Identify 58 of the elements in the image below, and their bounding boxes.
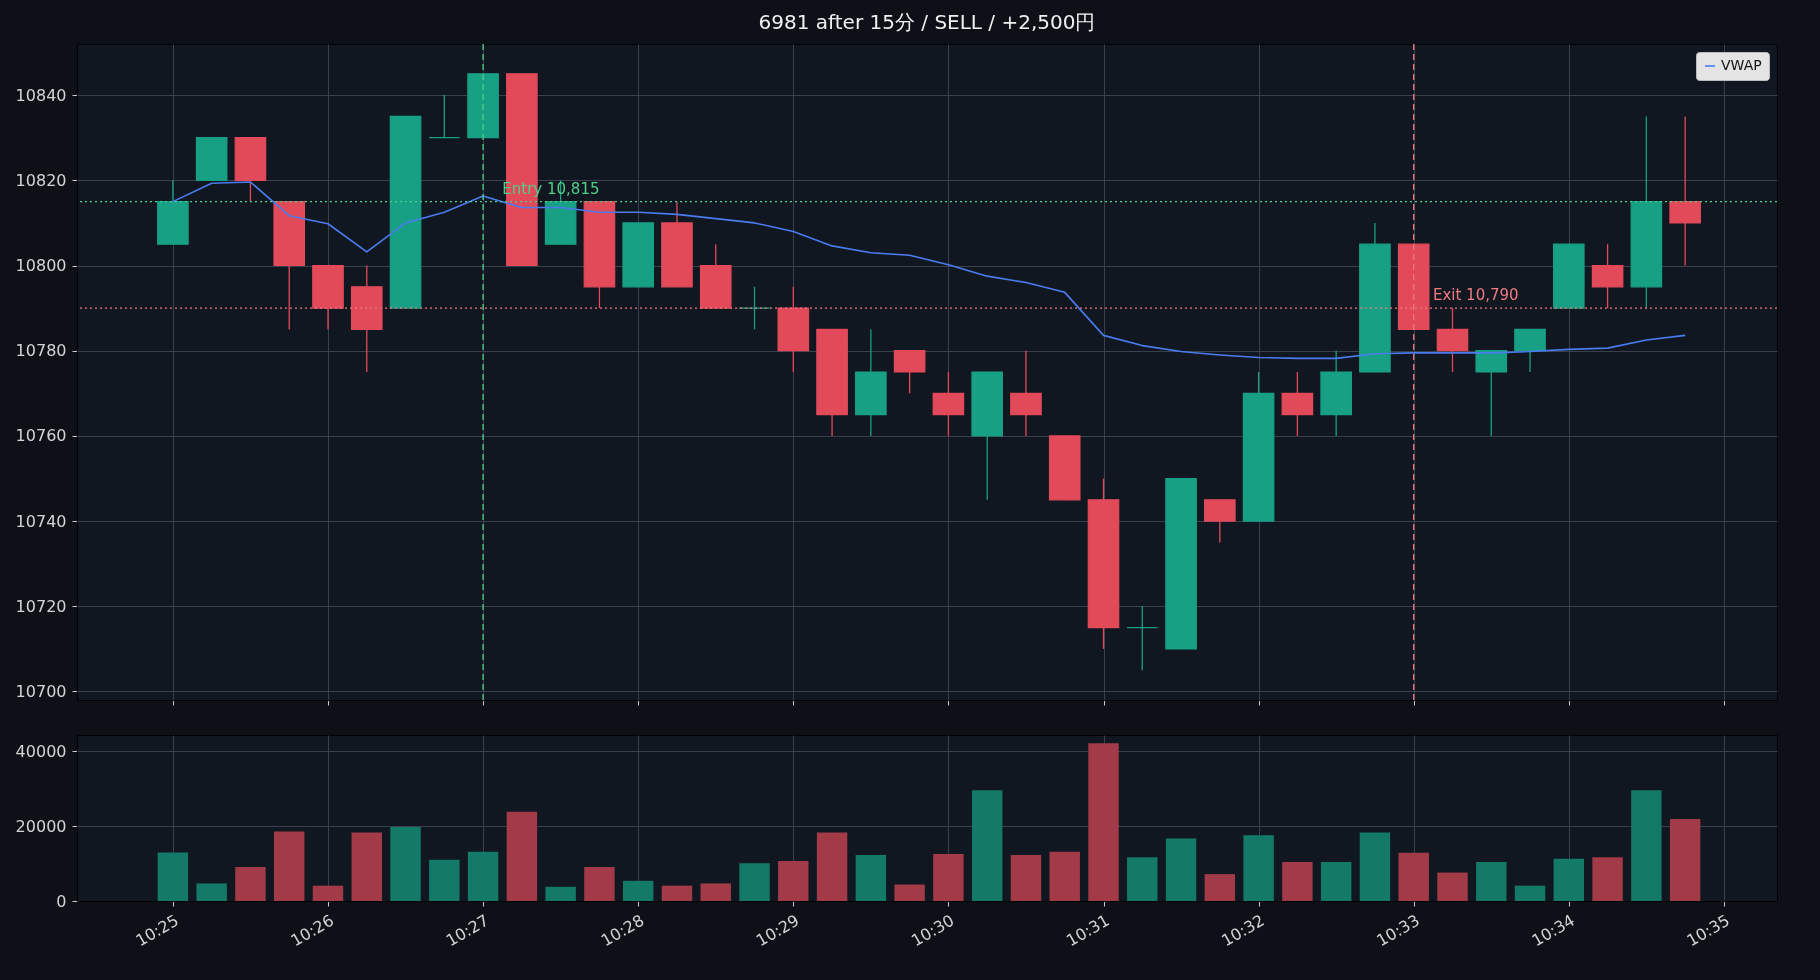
bar bbox=[700, 883, 731, 901]
bar bbox=[778, 861, 809, 901]
bar bbox=[1592, 857, 1623, 901]
y-tick-label: 10720 bbox=[15, 596, 67, 616]
bar bbox=[584, 866, 615, 901]
bar bbox=[816, 832, 848, 901]
bar bbox=[1631, 790, 1662, 901]
bar bbox=[1243, 835, 1274, 901]
bar bbox=[1669, 819, 1701, 901]
y-tick-label: 10780 bbox=[15, 341, 67, 361]
bar bbox=[1088, 743, 1119, 901]
chart-title: 6981 after 15分 / SELL / +2,500円 bbox=[758, 9, 1096, 34]
bar bbox=[1514, 885, 1546, 901]
bar bbox=[312, 885, 344, 901]
bar bbox=[855, 855, 887, 901]
bar bbox=[351, 832, 382, 901]
annotation: Exit 10,790 bbox=[1432, 286, 1519, 305]
candlestick bbox=[738, 286, 771, 331]
y-tick-label: 10700 bbox=[15, 681, 67, 701]
bar bbox=[235, 866, 266, 901]
bar bbox=[622, 880, 654, 901]
bar bbox=[1204, 874, 1236, 901]
y-tick-label: 40000 bbox=[15, 741, 67, 761]
bar bbox=[506, 811, 538, 901]
y-tick-label: 10840 bbox=[15, 85, 67, 105]
bar bbox=[1010, 855, 1042, 901]
bar bbox=[157, 852, 189, 901]
bar bbox=[894, 884, 925, 901]
bar bbox=[467, 851, 499, 901]
bar bbox=[1476, 862, 1507, 901]
y-tick-label: 20000 bbox=[15, 816, 67, 836]
bar bbox=[1398, 852, 1429, 901]
bar bbox=[274, 831, 305, 901]
bar bbox=[1437, 872, 1468, 901]
bar bbox=[1359, 832, 1391, 901]
line-series bbox=[172, 181, 1686, 360]
bar bbox=[1320, 862, 1352, 901]
y-tick-label: 0 bbox=[56, 891, 67, 911]
y-tick-label: 10740 bbox=[15, 511, 67, 531]
bar bbox=[933, 853, 964, 901]
bar bbox=[390, 826, 421, 901]
bar bbox=[545, 886, 576, 901]
bar bbox=[1165, 838, 1197, 901]
bar bbox=[1049, 851, 1080, 901]
bar bbox=[1127, 857, 1158, 901]
bar bbox=[1553, 858, 1585, 901]
candlestick bbox=[1126, 605, 1159, 671]
bar bbox=[196, 883, 227, 901]
y-tick-label: 10800 bbox=[15, 256, 67, 276]
legend-label: VWAP bbox=[1721, 57, 1762, 73]
bar bbox=[1282, 862, 1313, 901]
bar bbox=[739, 863, 770, 901]
bar bbox=[429, 859, 460, 901]
y-tick-label: 10820 bbox=[15, 170, 67, 190]
candlestick bbox=[428, 94, 461, 139]
bar bbox=[661, 885, 693, 901]
y-tick-label: 10760 bbox=[15, 426, 67, 446]
bar bbox=[971, 790, 1003, 901]
